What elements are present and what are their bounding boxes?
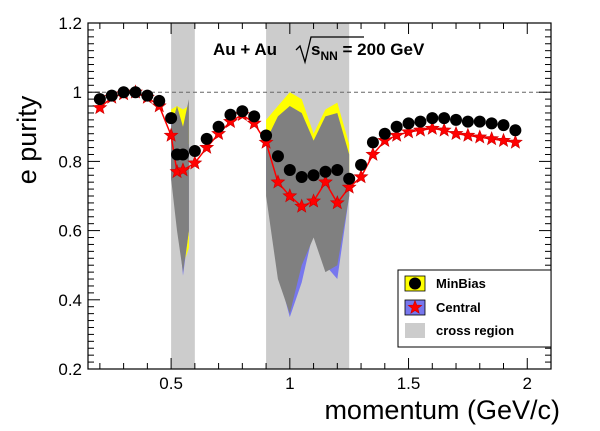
central-point <box>472 129 488 144</box>
y-tick-label: 0.4 <box>58 291 82 310</box>
minbias-point <box>438 112 451 125</box>
central-point <box>436 122 452 137</box>
x-tick-label: 1.5 <box>397 374 421 393</box>
central-point <box>199 139 215 154</box>
minbias-point <box>105 89 118 102</box>
minbias-point <box>485 117 498 130</box>
legend-cross-swatch <box>405 323 425 338</box>
band-layer <box>171 92 350 318</box>
y-tick-label: 0.2 <box>58 360 82 379</box>
minbias-point <box>165 112 178 125</box>
minbias-point <box>414 115 427 128</box>
minbias-point <box>473 115 486 128</box>
minbias-point <box>283 164 296 177</box>
central-point <box>223 113 238 128</box>
central-point <box>460 127 476 142</box>
central-point <box>412 122 428 137</box>
annotation: Au + Au sNN = 200 GeV <box>213 36 425 65</box>
central-point <box>341 179 357 194</box>
minbias-point <box>390 120 403 133</box>
minbias-point <box>248 110 261 123</box>
minbias-point <box>426 112 439 125</box>
y-axis-title: e purity <box>12 95 42 184</box>
central-point <box>507 134 523 149</box>
y-tick-label: 1 <box>73 83 82 102</box>
central-point <box>424 120 440 135</box>
legend: MinBias Central cross region <box>397 269 552 348</box>
minbias-point <box>307 169 320 182</box>
minbias-point <box>212 120 225 133</box>
central-point <box>365 146 381 161</box>
minbias-point <box>153 94 166 107</box>
central-point <box>258 134 274 149</box>
central-point <box>377 132 393 147</box>
minbias-point <box>271 150 284 163</box>
ticks-layer: 0.5 1 1.5 2 0.2 0.4 0.6 0.8 1 1.2 <box>58 14 551 393</box>
minbias-point <box>509 124 522 137</box>
energy-subscript: NN <box>320 49 337 63</box>
minbias-point <box>236 105 249 118</box>
central-point <box>496 132 511 147</box>
minbias-point <box>117 86 130 99</box>
minbias-point <box>93 93 106 106</box>
minbias-point <box>355 158 368 171</box>
series-layer <box>92 84 523 213</box>
x-axis-title: momentum (GeV/c) <box>324 395 560 425</box>
annotation-system: Au + Au <box>213 40 277 59</box>
minbias-point <box>497 119 510 132</box>
minbias-point <box>260 129 273 142</box>
minbias-point <box>366 136 379 149</box>
minbias-point <box>343 172 356 185</box>
band-2-region-1 <box>266 106 350 314</box>
annotation-energy: sNN = 200 GeV <box>311 40 425 63</box>
y-tick-label: 0.6 <box>58 222 82 241</box>
minbias-point <box>141 89 154 102</box>
legend-central-marker <box>407 299 423 314</box>
minbias-point <box>402 117 415 130</box>
central-point <box>317 174 333 189</box>
central-point <box>175 162 191 177</box>
minbias-point <box>200 132 213 145</box>
legend-minbias-label: MinBias <box>436 276 486 291</box>
central-point <box>306 193 322 208</box>
central-point <box>448 125 464 141</box>
central-point <box>92 99 108 115</box>
minbias-point <box>176 148 189 161</box>
minbias-point <box>450 113 463 126</box>
central-point <box>211 125 227 141</box>
central-point <box>163 127 179 142</box>
minbias-point <box>129 86 142 99</box>
central-point <box>484 131 500 146</box>
x-tick-label: 2 <box>523 374 532 393</box>
central-point <box>329 195 345 210</box>
x-tick-label: 0.5 <box>159 374 183 393</box>
x-tick-label: 1 <box>285 374 294 393</box>
central-point <box>270 174 286 189</box>
central-point <box>246 115 262 130</box>
minbias-point <box>188 145 201 158</box>
minbias-point <box>378 127 391 140</box>
minbias-point <box>295 170 308 183</box>
band-2-region-0 <box>171 99 189 273</box>
y-tick-label: 1.2 <box>58 14 82 33</box>
y-tick-label: 0.8 <box>58 152 82 171</box>
legend-central-label: Central <box>436 300 481 315</box>
central-point <box>187 155 203 170</box>
minbias-point <box>461 115 474 128</box>
legend-minbias-marker <box>409 277 421 290</box>
legend-cross-label: cross region <box>436 323 514 338</box>
central-point <box>401 124 416 139</box>
energy-value: = 200 GeV <box>338 40 425 59</box>
energy-symbol: s <box>311 40 320 59</box>
minbias-point <box>331 164 344 177</box>
central-point <box>353 169 369 184</box>
central-point <box>389 127 405 142</box>
central-point <box>282 188 298 203</box>
sqrt-sign <box>295 36 364 65</box>
minbias-point <box>319 165 332 178</box>
central-point <box>294 198 310 213</box>
minbias-point <box>224 108 237 121</box>
